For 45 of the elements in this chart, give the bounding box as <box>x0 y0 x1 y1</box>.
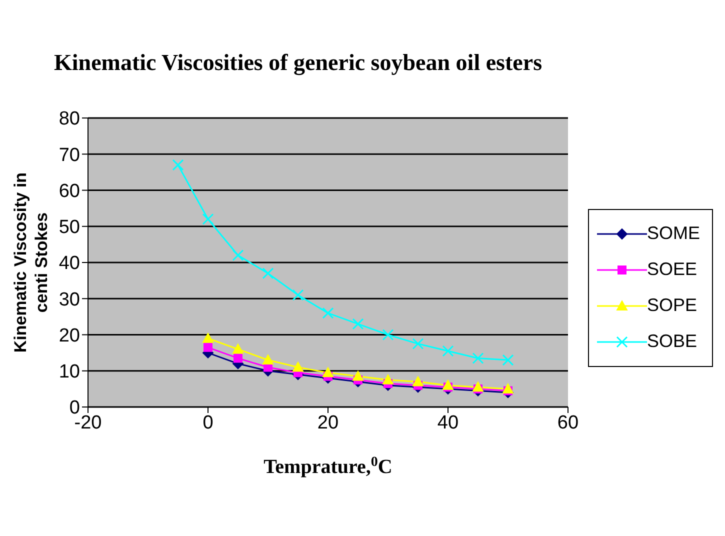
point <box>203 342 212 352</box>
point <box>232 250 244 262</box>
point <box>412 376 424 386</box>
point <box>502 354 514 366</box>
point <box>442 345 454 357</box>
point <box>352 370 364 381</box>
x-axis-title: Temprature,$^{0}$C <box>264 454 392 478</box>
x-tick-label: 0 <box>202 412 214 434</box>
point <box>352 318 364 330</box>
point <box>262 354 274 365</box>
y-tick-label: 20 <box>58 325 80 346</box>
point <box>292 362 304 372</box>
y-tick-label: 70 <box>58 144 80 166</box>
chart-title: Kinematic Viscosities of generic soybean oil esters <box>53 49 544 78</box>
x-tick-label: 40 <box>437 412 459 434</box>
x-tick-label: 60 <box>557 412 579 434</box>
point <box>502 383 514 394</box>
y-tick-label: 60 <box>58 180 80 202</box>
point <box>412 338 424 350</box>
y-tick-label: 0 <box>69 398 80 419</box>
point <box>322 367 334 378</box>
point <box>442 380 454 390</box>
y-tick-label: 30 <box>58 289 80 310</box>
legend-label: SOPE <box>646 295 698 316</box>
point <box>292 289 304 301</box>
point <box>232 344 244 354</box>
y-tick-label: 80 <box>58 108 80 130</box>
point <box>472 382 484 392</box>
point <box>172 159 184 171</box>
legend-label: SOEE <box>646 259 698 280</box>
legend-label: SOBE <box>646 331 698 352</box>
x-tick-label: 20 <box>317 412 339 434</box>
point <box>382 329 394 340</box>
point <box>233 354 242 363</box>
y-tick-label: 50 <box>58 217 80 238</box>
point <box>472 352 484 364</box>
point <box>322 307 334 319</box>
y-tick-label: 40 <box>58 253 80 274</box>
point <box>262 268 274 280</box>
legend-label: SOME <box>646 223 700 244</box>
point <box>202 213 214 225</box>
point <box>202 332 214 343</box>
y-tick-label: 10 <box>58 362 80 383</box>
point <box>382 374 394 384</box>
y-axis-title: Kinematic Viscosity in centi Stokes <box>11 172 51 353</box>
